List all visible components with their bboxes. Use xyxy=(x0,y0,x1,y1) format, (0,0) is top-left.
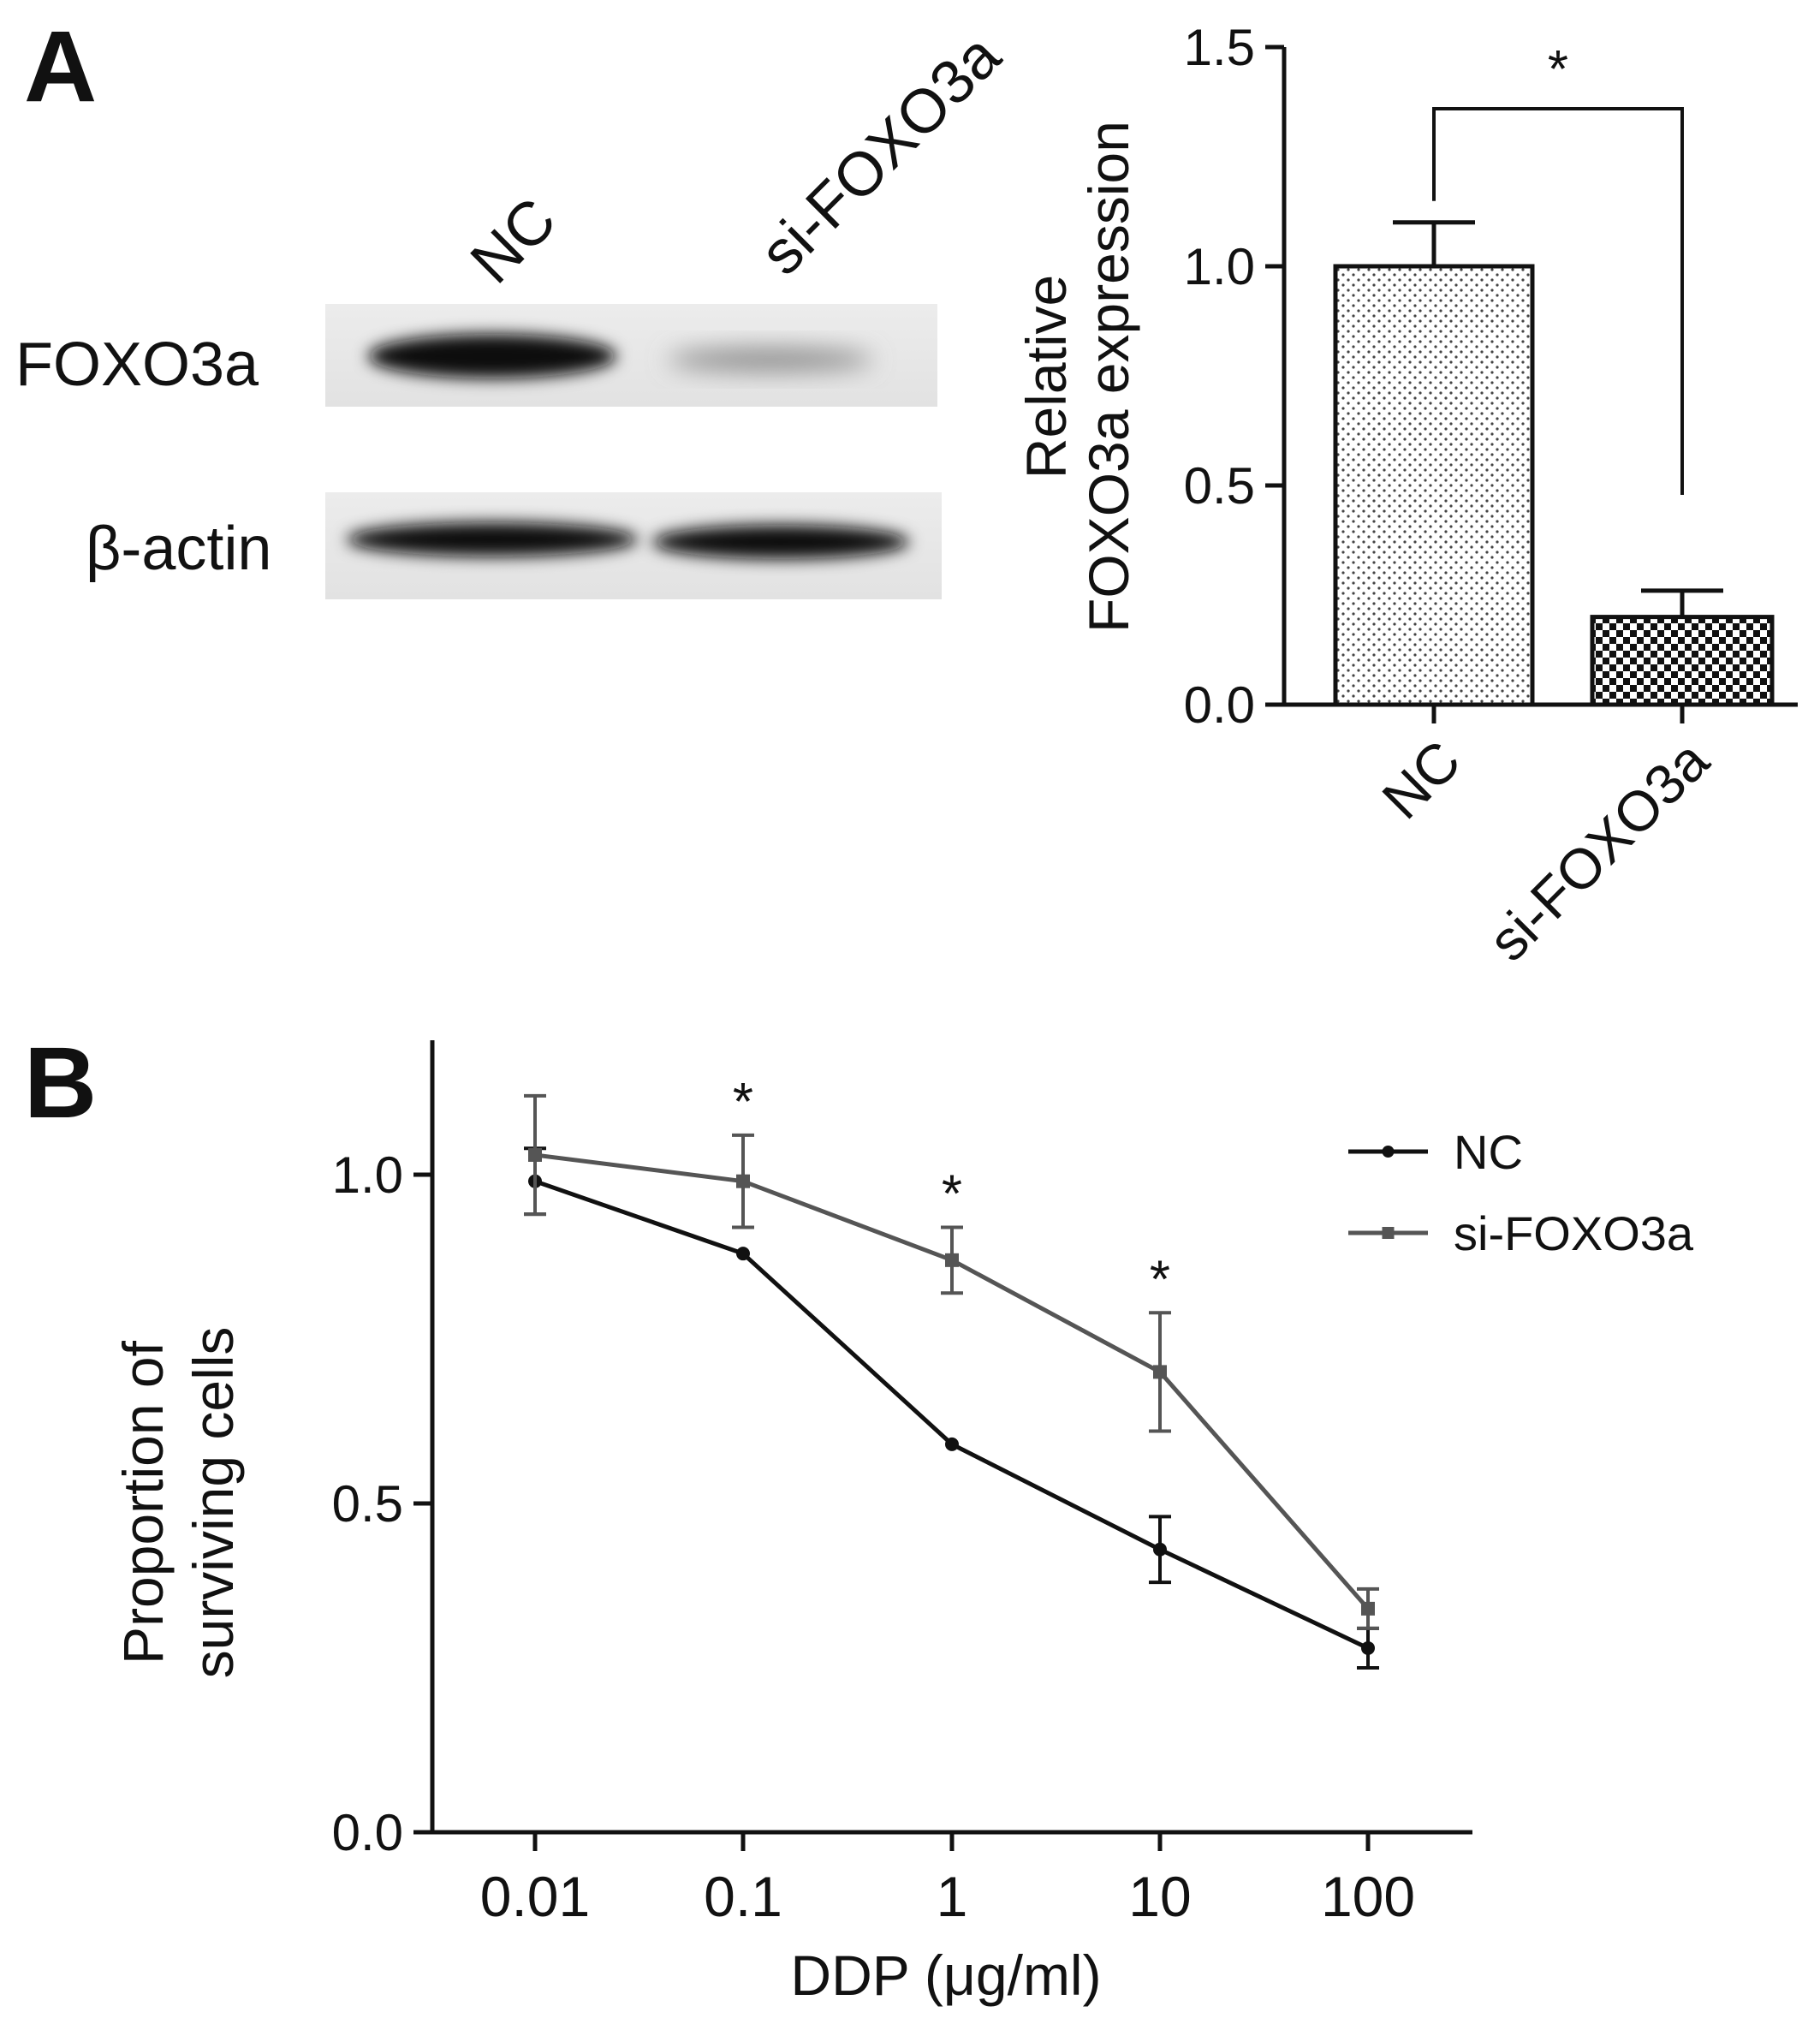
line-chart-x-tick-label: 10 xyxy=(1128,1865,1191,1928)
panel-b-label: B xyxy=(24,1027,97,1140)
blot-beta-actin-strip xyxy=(325,492,942,599)
line-chart-y-label-line-2: surviving cells xyxy=(181,1327,245,1679)
bar-chart-y-tick-label: 0.0 xyxy=(1184,676,1255,734)
legend-label-si-foxo3a: si-FOXO3a xyxy=(1454,1206,1694,1260)
line-chart-x-tick-label: 100 xyxy=(1321,1865,1415,1928)
line-significance-star: * xyxy=(1150,1250,1170,1309)
series-point-si-foxo3a xyxy=(736,1174,750,1188)
bar-significance-bracket xyxy=(1432,107,1684,495)
legend-label-nc: NC xyxy=(1454,1125,1523,1179)
bar-chart-y-tick-label: 1.5 xyxy=(1184,19,1255,76)
bar-significance-star: * xyxy=(1548,40,1568,99)
series-point-si-foxo3a xyxy=(1361,1601,1375,1616)
bar-chart-y-label-line-1: Relative xyxy=(1014,275,1078,479)
series-point-nc xyxy=(1153,1542,1167,1557)
line-chart-y-tick-label: 0.0 xyxy=(332,1804,403,1861)
series-point-nc xyxy=(736,1247,750,1261)
line-chart-x-tick-label: 1 xyxy=(937,1865,968,1928)
panel-a-label: A xyxy=(24,10,97,123)
line-chart: DDP (μg/ml) Proportion of surviving cell… xyxy=(111,1040,1694,2007)
bar-chart-y-tick-label: 0.5 xyxy=(1184,457,1255,515)
bar-chart-y-tick-label: 1.0 xyxy=(1184,238,1255,295)
blot-foxo3a-strip xyxy=(325,304,937,407)
blot-row-label-beta-actin: β-actin xyxy=(86,515,271,583)
bar-nc xyxy=(1333,264,1535,707)
blot-lane-label-si-foxo3a: si-FOXO3a xyxy=(747,21,1014,288)
line-chart-x-tick-label: 0.1 xyxy=(704,1865,782,1928)
series-point-nc xyxy=(1361,1640,1375,1655)
series-point-si-foxo3a xyxy=(528,1147,542,1162)
legend-marker-nc xyxy=(1382,1146,1395,1158)
bar-chart-x-tick-label: NC xyxy=(1370,729,1472,831)
bar-chart-x-tick-label: si-FOXO3a xyxy=(1476,728,1721,973)
line-significance-star: * xyxy=(942,1164,962,1223)
blot-row-label-foxo3a: FOXO3a xyxy=(15,330,259,399)
bar-chart-y-label-line-2: FOXO3a expression xyxy=(1077,121,1140,633)
series-point-nc xyxy=(945,1437,959,1451)
line-chart-x-tick-label: 0.01 xyxy=(480,1865,590,1928)
legend-marker-si-foxo3a xyxy=(1382,1227,1395,1239)
bar-chart: Relative FOXO3a expression 0.0 0.5 1.0 1.5 N… xyxy=(1014,19,1798,973)
line-significance-star: * xyxy=(733,1073,753,1132)
line-chart-x-label: DDP (μg/ml) xyxy=(790,1944,1101,2007)
line-chart-y-tick-label: 0.5 xyxy=(332,1475,403,1533)
series-point-si-foxo3a xyxy=(1153,1365,1167,1379)
bar-si-foxo3a xyxy=(1590,615,1775,707)
series-point-si-foxo3a xyxy=(945,1253,959,1267)
line-chart-y-label-line-1: Proportion of xyxy=(111,1340,175,1664)
line-chart-y-tick-label: 1.0 xyxy=(332,1146,403,1204)
blot-lane-label-nc: NC xyxy=(458,185,569,296)
